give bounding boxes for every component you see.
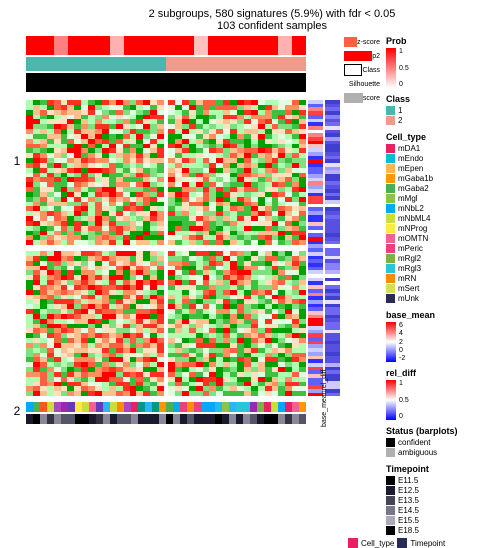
legend-status: Status (barplots) confidentambiguous (386, 426, 496, 458)
side-annotation-strips: base_mean rel_diff (308, 36, 340, 536)
bottom-annotations (26, 402, 306, 426)
main-heatmap (26, 100, 306, 396)
legend-panel: Prob 10.50 Class 12 Cell_type mDA1mEndom… (386, 36, 496, 536)
legend-basemean: base_mean 6420-2 (386, 310, 496, 362)
bottom-legend-labels: Cell_typeTimepoint (348, 538, 496, 548)
legend-timepoint: Timepoint E11.5E12.5E13.5E14.5E15.5E18.5 (386, 464, 496, 536)
row-group-labels: 1 2 (8, 36, 26, 536)
legend-reldiff: rel_diff 10.50 (386, 368, 496, 420)
legend-celltype: Cell_type mDA1mEndomEpenmGaba1bmGaba2mMg… (386, 132, 496, 304)
top-right-mini-legend: z-scorep2ClassSilhouettescore (344, 36, 380, 536)
legend-class: Class 12 (386, 94, 496, 126)
legend-prob: Prob 10.50 (386, 36, 496, 88)
top-annotations (26, 36, 306, 92)
chart-title: 2 subgroups, 580 signatures (5.9%) with … (48, 8, 496, 32)
